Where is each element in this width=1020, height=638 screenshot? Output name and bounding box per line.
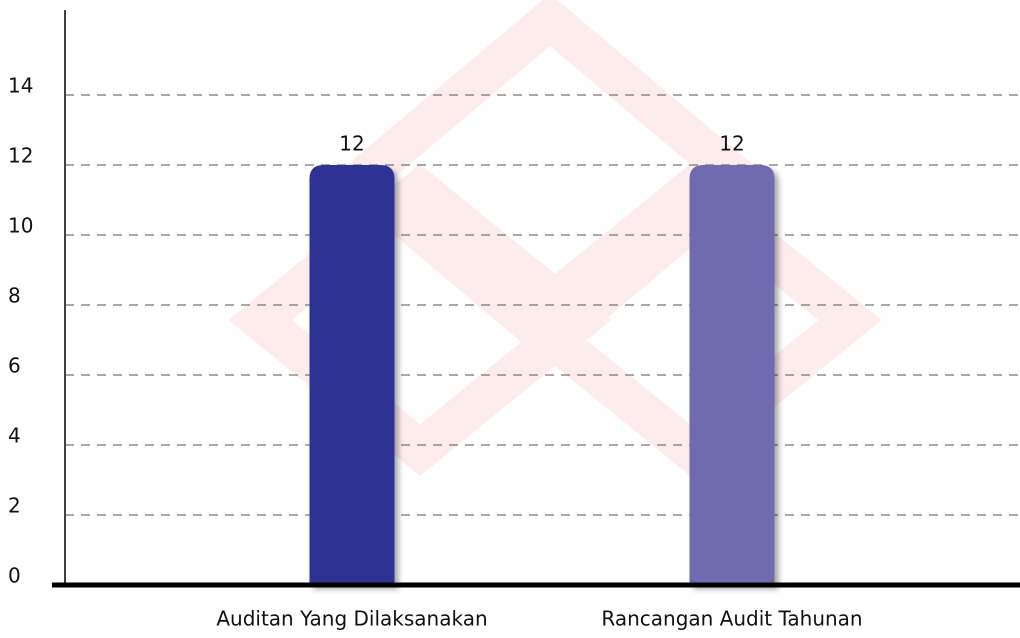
y-tick-label: 6 [8, 354, 21, 378]
y-tick-label: 8 [8, 284, 21, 308]
bar [689, 165, 775, 585]
y-tick-label: 0 [8, 564, 21, 588]
data-label: 12 [339, 132, 364, 156]
y-tick-label: 4 [8, 424, 21, 448]
data-label: 12 [719, 132, 744, 156]
y-tick-label: 14 [8, 74, 33, 98]
y-tick-label: 2 [8, 494, 21, 518]
bar [309, 165, 395, 585]
y-tick-label: 10 [8, 214, 33, 238]
x-tick-label: Auditan Yang Dilaksanakan [216, 607, 487, 631]
x-tick-label: Rancangan Audit Tahunan [601, 607, 862, 631]
y-tick-label: 12 [8, 144, 33, 168]
